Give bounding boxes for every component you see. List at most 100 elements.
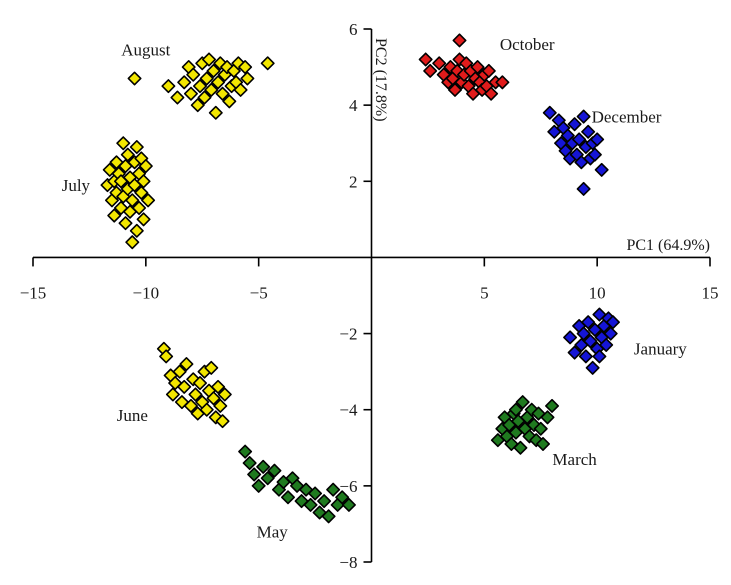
- data-point: [531, 406, 546, 421]
- series-june: [156, 341, 232, 429]
- data-point: [170, 90, 185, 105]
- data-point: [603, 326, 618, 341]
- data-point: [524, 402, 539, 417]
- cluster-label-june: June: [117, 406, 148, 425]
- data-point: [508, 402, 523, 417]
- data-point: [165, 387, 180, 402]
- data-point: [217, 387, 232, 402]
- data-point: [567, 117, 582, 132]
- data-point: [247, 467, 262, 482]
- data-point: [199, 71, 214, 86]
- data-point: [202, 52, 217, 67]
- series-march: [490, 395, 560, 455]
- data-point: [594, 162, 609, 177]
- y-tick-label: 2: [349, 172, 358, 191]
- data-point: [432, 56, 447, 71]
- data-point: [136, 212, 151, 227]
- data-point: [159, 349, 174, 364]
- data-point: [484, 86, 499, 101]
- y-tick-label: 6: [349, 20, 358, 39]
- data-point: [335, 490, 350, 505]
- data-point: [125, 193, 140, 208]
- data-point: [215, 414, 230, 429]
- data-point: [204, 82, 219, 97]
- data-point: [326, 482, 341, 497]
- y-tick-label: −8: [339, 553, 357, 572]
- data-point: [138, 159, 153, 174]
- data-point: [192, 79, 207, 94]
- data-point: [238, 444, 253, 459]
- data-point: [303, 497, 318, 512]
- data-point: [208, 105, 223, 120]
- data-point: [452, 33, 467, 48]
- data-point: [576, 181, 591, 196]
- series-december: [542, 105, 609, 196]
- series-may: [238, 444, 356, 524]
- data-point: [177, 75, 192, 90]
- cluster-label-august: August: [121, 41, 170, 60]
- data-point: [192, 376, 207, 391]
- data-point: [206, 63, 221, 78]
- data-point: [240, 71, 255, 86]
- data-point: [172, 364, 187, 379]
- data-point: [533, 421, 548, 436]
- series-january: [563, 307, 620, 375]
- cluster-label-october: October: [500, 35, 555, 54]
- data-point: [536, 436, 551, 451]
- cluster-label-december: December: [592, 107, 662, 126]
- x-tick-label: 15: [702, 283, 719, 302]
- data-point: [578, 349, 593, 364]
- data-point: [581, 315, 596, 330]
- cluster-labels: August July June May October December January M…: [62, 35, 688, 541]
- data-point: [238, 60, 253, 75]
- data-point: [186, 67, 201, 82]
- data-point: [190, 98, 205, 113]
- data-point: [179, 357, 194, 372]
- data-point: [129, 223, 144, 238]
- data-point: [567, 345, 582, 360]
- data-point: [141, 193, 156, 208]
- data-point: [447, 82, 462, 97]
- data-point: [590, 132, 605, 147]
- data-point: [116, 136, 131, 151]
- y-tick-label: −6: [339, 477, 357, 496]
- data-point: [587, 147, 602, 162]
- data-point: [563, 330, 578, 345]
- x-axis-title: PC1 (64.9%): [626, 237, 710, 254]
- data-point: [188, 387, 203, 402]
- data-point: [127, 71, 142, 86]
- data-point: [222, 94, 237, 109]
- data-point: [120, 147, 135, 162]
- data-point: [312, 505, 327, 520]
- y-axis-title: PC2 (17.8%): [372, 38, 389, 122]
- data-point: [256, 459, 271, 474]
- data-point: [576, 326, 591, 341]
- x-tick-label: −15: [20, 283, 47, 302]
- cluster-label-july: July: [62, 176, 91, 195]
- data-point: [102, 162, 117, 177]
- data-point: [504, 436, 519, 451]
- data-point: [125, 235, 140, 250]
- data-point: [132, 200, 147, 215]
- data-point: [526, 417, 541, 432]
- data-point: [215, 86, 230, 101]
- data-point: [576, 109, 591, 124]
- data-point: [321, 509, 336, 524]
- data-point: [206, 391, 221, 406]
- data-point: [109, 155, 124, 170]
- data-point: [204, 360, 219, 375]
- data-point: [260, 471, 275, 486]
- cluster-label-january: January: [634, 340, 687, 359]
- data-point: [251, 478, 266, 493]
- data-point: [213, 398, 228, 413]
- data-point: [605, 315, 620, 330]
- data-point: [572, 132, 587, 147]
- data-point: [418, 52, 433, 67]
- series-july: [100, 136, 156, 250]
- data-point: [109, 185, 124, 200]
- data-point: [118, 216, 133, 231]
- data-point: [481, 63, 496, 78]
- data-point: [107, 208, 122, 223]
- data-point: [317, 494, 332, 509]
